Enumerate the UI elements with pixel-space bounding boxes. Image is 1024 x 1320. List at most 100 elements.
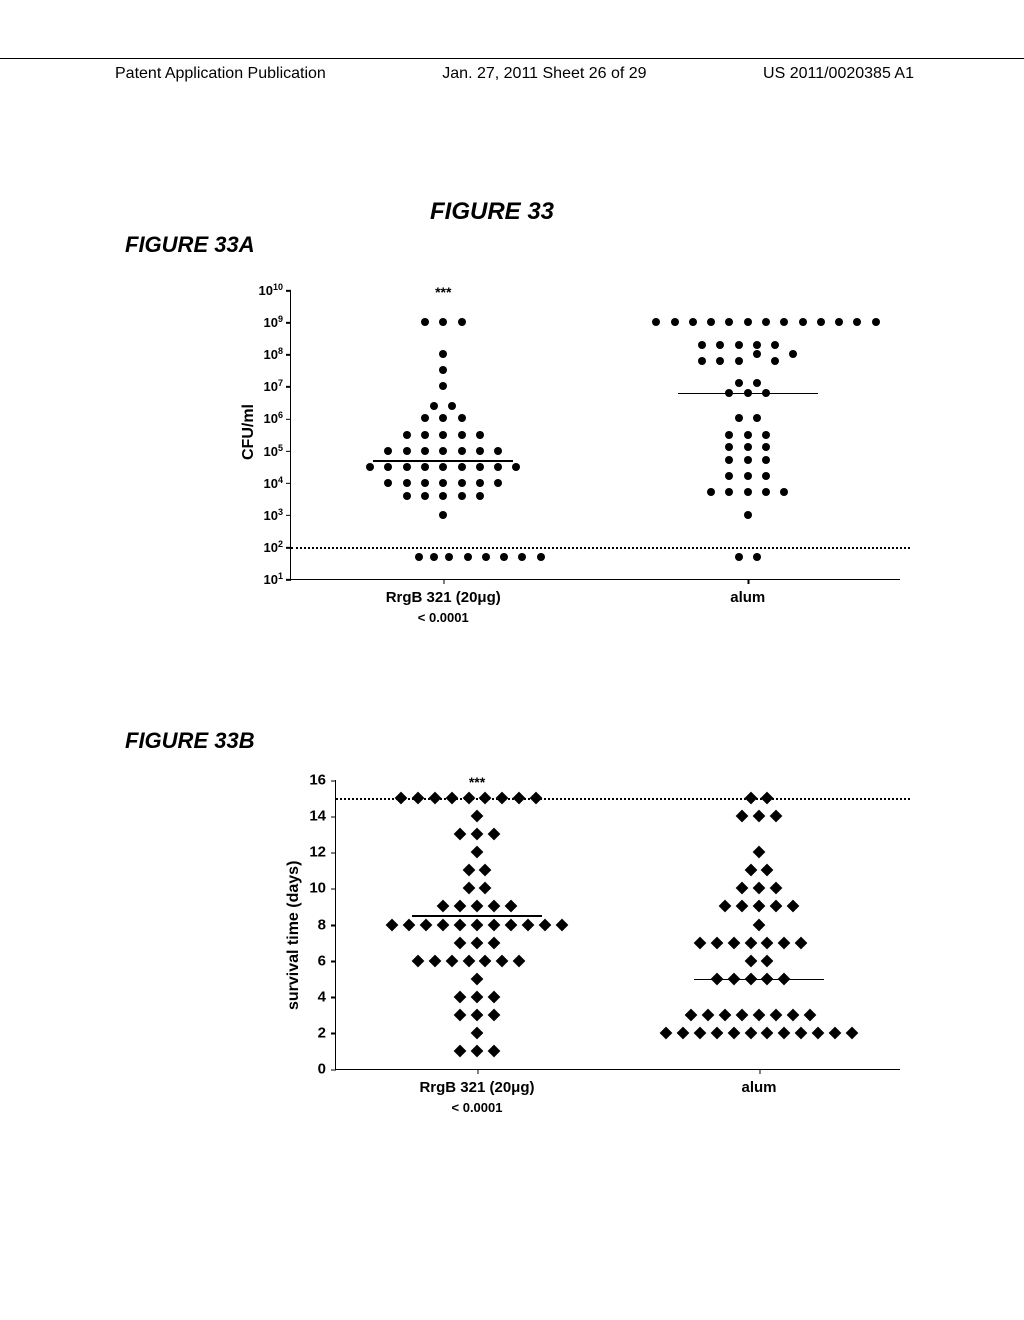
chart-b-point — [445, 792, 458, 805]
chart-a-point — [476, 463, 484, 471]
chart-a-point — [725, 318, 733, 326]
chart-a-point — [384, 463, 392, 471]
chart-a-ytick: 1010 — [259, 282, 291, 298]
chart-a-point — [762, 488, 770, 496]
chart-a-point — [439, 350, 447, 358]
chart-a-point — [725, 389, 733, 397]
chart-a-point — [753, 414, 761, 422]
chart-a-point — [403, 463, 411, 471]
chart-a-ytick: 108 — [264, 346, 291, 362]
chart-b-point — [454, 1008, 467, 1021]
chart-b-point — [778, 936, 791, 949]
chart-a-point — [458, 463, 466, 471]
chart-a-point — [476, 479, 484, 487]
chart-a-point — [403, 492, 411, 500]
chart-b-point — [761, 936, 774, 949]
chart-a-point — [707, 318, 715, 326]
chart-a-point — [853, 318, 861, 326]
chart-a-point — [698, 357, 706, 365]
chart-a-point — [771, 341, 779, 349]
chart-b-point — [437, 900, 450, 913]
chart-a-point — [744, 511, 752, 519]
chart-b-point — [479, 882, 492, 895]
chart-b-point — [454, 918, 467, 931]
chart-a-point — [707, 488, 715, 496]
chart-b-point — [420, 918, 433, 931]
chart-b-point — [488, 900, 501, 913]
chart-b-point — [504, 900, 517, 913]
chart-a-point — [384, 479, 392, 487]
chart-b-point — [761, 972, 774, 985]
chart-a-point — [476, 431, 484, 439]
figure-main-title: FIGURE 33 — [430, 198, 554, 226]
chart-a-point — [753, 341, 761, 349]
chart-b-ytick: 10 — [309, 880, 336, 897]
chart-b-point — [786, 900, 799, 913]
chart-b-point — [462, 792, 475, 805]
chart-b-point — [462, 954, 475, 967]
chart-b-point — [736, 810, 749, 823]
chart-b-point — [770, 810, 783, 823]
chart-a-ytick: 102 — [264, 539, 291, 555]
chart-b-point — [736, 1008, 749, 1021]
chart-b-point — [479, 792, 492, 805]
chart-b-point — [710, 936, 723, 949]
chart-a-point — [725, 431, 733, 439]
chart-a-ytick: 106 — [264, 410, 291, 426]
chart-b-point — [770, 900, 783, 913]
chart-b-point — [488, 918, 501, 931]
chart-a-point — [384, 447, 392, 455]
chart-a-sig-marker: *** — [435, 284, 451, 300]
chart-b-point — [471, 990, 484, 1003]
chart-b-point — [488, 828, 501, 841]
chart-b-point — [471, 1045, 484, 1058]
chart-b-point — [445, 954, 458, 967]
chart-a-point — [476, 447, 484, 455]
chart-b-ytick: 4 — [318, 988, 336, 1005]
chart-b-point — [471, 900, 484, 913]
chart-b-ytick: 2 — [318, 1024, 336, 1041]
chart-a-point — [753, 379, 761, 387]
chart-a-point — [448, 402, 456, 410]
chart-b-median — [412, 915, 542, 917]
chart-b-point — [479, 954, 492, 967]
chart-b-point — [513, 792, 526, 805]
chart-b-point — [471, 1008, 484, 1021]
chart-a-point — [744, 443, 752, 451]
chart-b-ytick: 6 — [318, 952, 336, 969]
chart-b-plot: 0246810121416RrgB 321 (20μg)< 0.0001alum… — [335, 780, 900, 1070]
chart-a-point — [725, 472, 733, 480]
chart-b-point — [530, 792, 543, 805]
chart-a-point — [415, 553, 423, 561]
chart-b-point — [462, 864, 475, 877]
chart-b-point — [761, 792, 774, 805]
chart-a-point — [421, 492, 429, 500]
chart-a-point — [439, 463, 447, 471]
chart-a-point — [744, 488, 752, 496]
chart-b-point — [411, 954, 424, 967]
chart-a-point — [421, 414, 429, 422]
chart-a-point — [458, 414, 466, 422]
chart-b-point — [538, 918, 551, 931]
chart-a-point — [716, 341, 724, 349]
chart-b-point — [471, 936, 484, 949]
chart-a-point — [744, 456, 752, 464]
chart-b-point — [795, 936, 808, 949]
chart-b-xtick: alum — [741, 1069, 776, 1096]
header-center: Jan. 27, 2011 Sheet 26 of 29 — [442, 65, 646, 83]
chart-a-ylabel: CFU/ml — [240, 404, 258, 460]
chart-b-point — [394, 792, 407, 805]
chart-a-point — [762, 472, 770, 480]
chart-a-ytick: 109 — [264, 314, 291, 330]
chart-b-point — [761, 864, 774, 877]
chart-a-point — [735, 357, 743, 365]
chart-b-point — [736, 900, 749, 913]
chart-b-point — [479, 864, 492, 877]
chart-b-point — [770, 1008, 783, 1021]
chart-a-point — [403, 447, 411, 455]
chart-b-point — [753, 882, 766, 895]
chart-b-point — [778, 1027, 791, 1040]
chart-a-detection-line — [291, 547, 910, 549]
chart-b-point — [521, 918, 534, 931]
chart-a-point — [744, 431, 752, 439]
